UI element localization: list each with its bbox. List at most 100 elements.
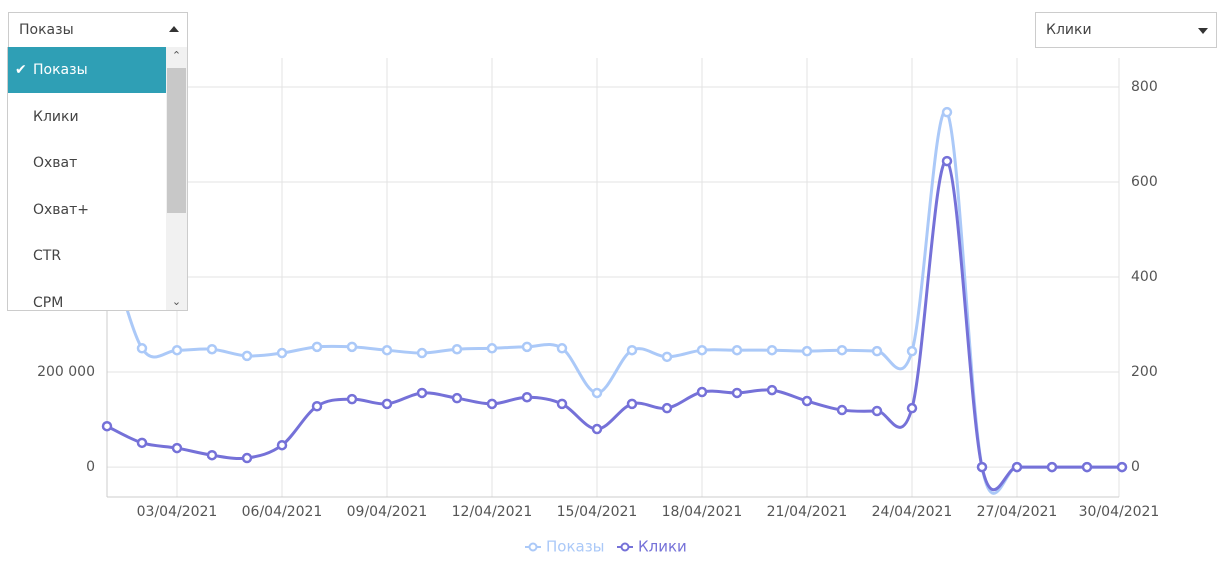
option-label: Охват+ (33, 201, 90, 218)
scroll-down[interactable]: ⌄ (171, 295, 182, 308)
data-point (801, 345, 813, 357)
x-tick-label: 21/04/2021 (767, 504, 848, 520)
option-label: Показы (33, 62, 88, 78)
data-point (276, 347, 288, 359)
option-label: CTR (33, 248, 62, 264)
data-point (206, 343, 218, 355)
x-tick-label: 30/04/2021 (1079, 504, 1160, 520)
data-point (626, 344, 638, 356)
series-line (106, 159, 1122, 492)
data-point (941, 155, 953, 167)
select-value: Показы (19, 22, 74, 38)
data-point (416, 347, 428, 359)
y2-tick-label: 200 (1131, 364, 1158, 380)
data-point (591, 423, 603, 435)
data-point (906, 402, 918, 414)
data-point (871, 345, 883, 357)
data-point (486, 343, 498, 354)
x-tick-label: 06/04/2021 (242, 504, 323, 520)
option-label: Клики (33, 108, 79, 125)
x-tick-label: 15/04/2021 (557, 504, 638, 520)
metric-select-left[interactable]: Показы (8, 12, 188, 48)
data-point (906, 345, 918, 357)
data-point (731, 344, 743, 356)
data-point (766, 344, 778, 356)
option-label: CPM (33, 294, 64, 311)
data-point (1081, 461, 1093, 473)
select-arrow (169, 26, 179, 32)
data-point (521, 391, 533, 403)
data-point (241, 452, 253, 464)
y2-tick-label: 800 (1131, 79, 1158, 95)
y2-tick-label: 600 (1131, 174, 1158, 190)
scroll-up[interactable]: ⌃ (171, 49, 182, 62)
dropdown-option[interactable]: Охват+ (8, 187, 166, 233)
scrollbar: ⌃ ⌄ (166, 47, 187, 310)
scroll-thumb[interactable] (167, 68, 186, 213)
data-point (416, 387, 428, 399)
dropdown-option[interactable]: CPM (8, 280, 166, 311)
series-line (105, 109, 1122, 495)
data-point (276, 439, 288, 451)
legend-item[interactable]: Клики (617, 538, 687, 556)
data-point (381, 344, 393, 356)
data-point (1011, 461, 1023, 473)
legend-label: Клики (638, 538, 687, 556)
data-point (591, 387, 603, 399)
dropdown-option[interactable]: CTR (8, 233, 166, 279)
y-tick-label: 200 000 (37, 364, 95, 380)
data-point (136, 437, 148, 449)
data-point (346, 341, 358, 353)
legend-label: Показы (546, 538, 605, 556)
data-point (311, 401, 323, 412)
data-point (206, 449, 218, 461)
data-point (731, 387, 743, 399)
data-point (696, 386, 708, 398)
legend-marker (528, 542, 538, 552)
data-point (626, 398, 638, 410)
data-point (1046, 461, 1058, 473)
x-tick-label: 18/04/2021 (662, 504, 743, 520)
x-tick-label: 12/04/2021 (452, 504, 533, 520)
data-point (1116, 461, 1128, 473)
data-point (556, 343, 568, 354)
data-point (871, 405, 883, 417)
data-point (556, 398, 568, 410)
data-point (976, 461, 988, 473)
data-point (171, 344, 183, 356)
data-point (381, 398, 393, 410)
data-point (801, 395, 813, 407)
y2-tick-label: 400 (1131, 269, 1158, 285)
select-arrow (1198, 28, 1208, 34)
data-point (486, 398, 498, 410)
data-point (661, 402, 673, 414)
x-tick-label: 09/04/2021 (347, 504, 428, 520)
legend-marker (620, 542, 630, 552)
data-point (661, 351, 673, 363)
metric-select-right[interactable]: Клики (1035, 12, 1217, 48)
dropdown-option[interactable]: ✔ Показы (8, 47, 166, 93)
x-tick-label: 27/04/2021 (977, 504, 1058, 520)
x-tick-label: 24/04/2021 (872, 504, 953, 520)
select-value: Клики (1046, 22, 1092, 38)
data-point (346, 393, 358, 405)
x-tick-label: 03/04/2021 (137, 504, 218, 520)
check-icon: ✔ (15, 62, 27, 78)
data-point (941, 106, 953, 118)
option-label: Охват (33, 155, 78, 171)
y2-tick-label: 0 (1131, 459, 1140, 475)
data-point (836, 404, 848, 416)
dropdown-list: CPM CTR Охват+ Охват Клики ✔ Показы ⌃ ⌄ (7, 47, 188, 311)
legend-item[interactable]: Показы (525, 538, 605, 556)
data-point (696, 344, 708, 356)
data-point (451, 343, 463, 355)
data-point (451, 392, 463, 404)
data-point (766, 384, 778, 396)
dropdown-option[interactable]: Охват (8, 140, 166, 186)
data-point (836, 344, 848, 356)
y-tick-label: 0 (86, 459, 95, 475)
dropdown-option[interactable]: Клики (8, 94, 166, 140)
data-point (171, 442, 183, 454)
data-point (241, 350, 253, 362)
